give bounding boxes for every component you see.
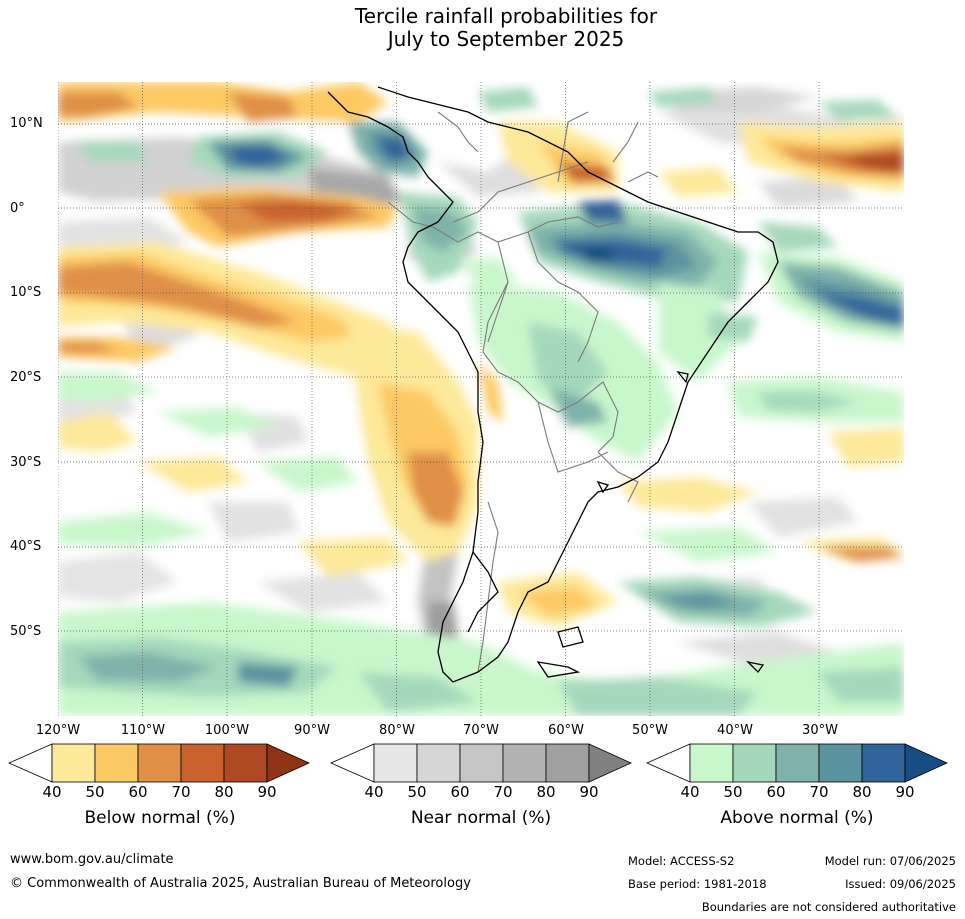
colorbar-title-below: Below normal (%) [84, 808, 236, 828]
lon-label-120w: 120°W [35, 723, 81, 738]
base-period-text: Base period: 1981-2018 [628, 877, 767, 891]
colorbar-above-normal [646, 743, 948, 783]
issued-text: Issued: 09/06/2025 [845, 877, 956, 891]
colorbar-below-segment [51, 743, 96, 783]
colorbar-near-tick-label: 80 [536, 783, 556, 801]
colorbar-below-normal [8, 743, 310, 783]
colorbar-above-tick-label: 70 [809, 783, 829, 801]
lat-label-50s: 50°S [10, 624, 42, 639]
colorbar-below-tick-label: 90 [257, 783, 277, 801]
copyright-text: © Commonwealth of Australia 2025, Austra… [10, 876, 471, 891]
lon-label-90w: 90°W [294, 723, 330, 738]
lat-label-20s: 20°S [10, 370, 42, 385]
website-link[interactable]: www.bom.gov.au/climate [10, 852, 174, 867]
lon-label-60w: 60°W [548, 723, 584, 738]
boundaries-disclaimer: Boundaries are not considered authoritat… [701, 900, 956, 914]
colorbar-below-tick-label: 40 [42, 783, 62, 801]
lon-label-100w: 100°W [204, 723, 250, 738]
colorbar-above-tick-label: 90 [895, 783, 915, 801]
lon-label-50w: 50°W [632, 723, 668, 738]
colorbar-near-segment [545, 743, 590, 783]
colorbar-above-segment [861, 743, 906, 783]
colorbar-near-segment [459, 743, 504, 783]
colorbar-below-segment [180, 743, 225, 783]
colorbar-below-segment [94, 743, 139, 783]
lon-label-40w: 40°W [717, 723, 753, 738]
colorbar-title-near: Near normal (%) [410, 808, 552, 828]
colorbar-above-tick-label: 40 [680, 783, 700, 801]
colorbar-below-extend-low [8, 743, 53, 783]
colorbar-below-tick-label: 60 [128, 783, 148, 801]
colorbar-above-segment [775, 743, 820, 783]
probability-field [58, 82, 904, 716]
colorbar-above-tick-label: 50 [723, 783, 743, 801]
lon-label-110w: 110°W [120, 723, 166, 738]
colorbar-above-extend-low [646, 743, 691, 783]
colorbar-above-tick-label: 60 [766, 783, 786, 801]
graticule [58, 82, 904, 716]
colorbar-above-tick-label: 80 [852, 783, 872, 801]
colorbar-near-segment [502, 743, 547, 783]
colorbar-near-tick-label: 40 [364, 783, 384, 801]
map-title-line2: July to September 2025 [387, 27, 625, 51]
colorbar-near-tick-label: 90 [579, 783, 599, 801]
lat-label-0: 0° [10, 201, 25, 216]
lat-label-40s: 40°S [10, 539, 42, 554]
lon-label-70w: 70°W [463, 723, 499, 738]
model-text: Model: ACCESS-S2 [628, 854, 735, 868]
colorbar-near-extend-low [330, 743, 375, 783]
colorbar-above-segment [818, 743, 863, 783]
colorbar-near-segment [416, 743, 461, 783]
lat-label-10n: 10°N [10, 116, 43, 131]
colorbar-below-extend-high [266, 743, 310, 783]
coastlines [327, 86, 779, 683]
colorbar-title-above: Above normal (%) [720, 808, 874, 828]
colorbar-near-segment [373, 743, 418, 783]
lat-label-10s: 10°S [10, 285, 42, 300]
colorbar-near-tick-label: 50 [407, 783, 427, 801]
model-run-text: Model run: 07/06/2025 [824, 854, 956, 868]
colorbar-below-tick-label: 50 [85, 783, 105, 801]
colorbar-above-segment [732, 743, 777, 783]
colorbar-below-segment [137, 743, 182, 783]
lon-label-80w: 80°W [379, 723, 415, 738]
rainfall-probability-map [58, 82, 904, 716]
colorbar-near-extend-high [588, 743, 632, 783]
colorbar-near-tick-label: 60 [450, 783, 470, 801]
colorbar-near-normal [330, 743, 632, 783]
lat-label-30s: 30°S [10, 455, 42, 470]
colorbar-near-tick-label: 70 [493, 783, 513, 801]
colorbar-below-segment [223, 743, 268, 783]
map-title-line1: Tercile rainfall probabilities for [354, 4, 658, 28]
colorbar-above-extend-high [904, 743, 948, 783]
colorbar-below-tick-label: 80 [214, 783, 234, 801]
colorbar-above-segment [689, 743, 734, 783]
lon-label-30w: 30°W [802, 723, 838, 738]
colorbar-below-tick-label: 70 [171, 783, 191, 801]
country-borders [387, 111, 659, 673]
